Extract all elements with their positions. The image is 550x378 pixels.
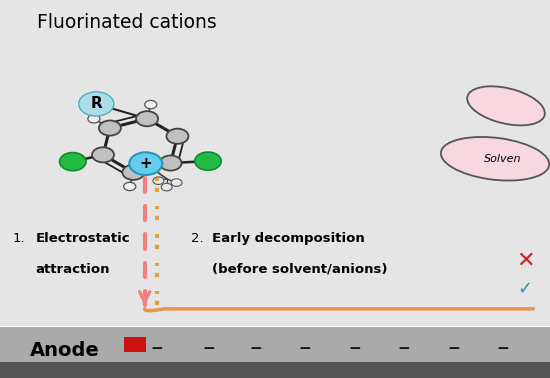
Text: Solven: Solven [484, 154, 521, 164]
Text: −: − [497, 341, 510, 356]
Circle shape [129, 152, 162, 175]
Text: −: − [150, 341, 163, 356]
Circle shape [171, 179, 182, 186]
Text: (before solvent/anions): (before solvent/anions) [212, 263, 387, 276]
Circle shape [160, 155, 182, 170]
Text: attraction: attraction [36, 263, 110, 276]
Text: −: − [348, 341, 361, 356]
Circle shape [136, 111, 158, 126]
Circle shape [161, 183, 172, 191]
Bar [0, 326, 550, 363]
Text: ✕: ✕ [516, 251, 535, 271]
Ellipse shape [467, 86, 545, 125]
Circle shape [195, 152, 221, 170]
Bar [124, 337, 146, 352]
Text: 2.: 2. [191, 232, 204, 245]
Text: −: − [299, 341, 312, 356]
Circle shape [167, 129, 189, 144]
Circle shape [124, 182, 136, 191]
Text: 1.: 1. [12, 232, 25, 245]
Circle shape [145, 101, 157, 109]
Ellipse shape [441, 137, 549, 181]
Text: −: − [447, 341, 460, 356]
Text: −: − [202, 341, 216, 356]
Text: −: − [249, 341, 262, 356]
Bar [0, 363, 550, 378]
Circle shape [92, 147, 114, 163]
Circle shape [153, 177, 164, 184]
Text: Fluorinated cations: Fluorinated cations [37, 13, 216, 32]
Circle shape [99, 121, 121, 136]
Circle shape [79, 92, 114, 116]
Circle shape [122, 165, 144, 180]
Text: Electrostatic: Electrostatic [36, 232, 130, 245]
Circle shape [59, 153, 86, 171]
Text: −: − [398, 341, 411, 356]
Text: Early decomposition: Early decomposition [212, 232, 365, 245]
Text: Anode: Anode [30, 341, 100, 359]
Circle shape [88, 115, 100, 123]
Text: R: R [90, 96, 102, 112]
Text: +: + [139, 156, 152, 171]
Text: ✓: ✓ [518, 280, 533, 298]
